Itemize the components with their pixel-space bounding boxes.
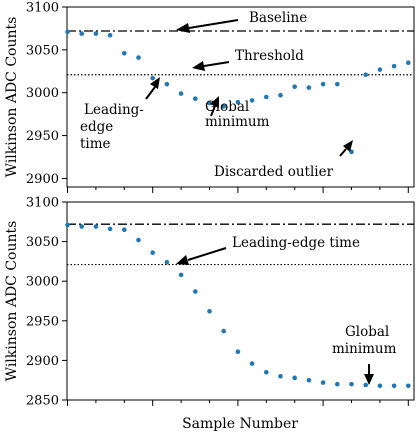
threshold-annotation: Threshold (235, 48, 304, 64)
bottom-y-axis-label: Wilkinson ADC Counts (4, 221, 20, 382)
bottom-y-tick-label: 2900 (26, 354, 59, 369)
bottom-data-point (377, 383, 383, 389)
bottom-data-point (221, 328, 226, 334)
bottom-global-minimum-annotation-line1: Global (345, 324, 389, 340)
top-data-point (406, 60, 411, 66)
baseline-arrow-head (176, 23, 190, 33)
bottom-y-tick-label: 2950 (26, 314, 59, 329)
bottom-data-point (335, 381, 340, 387)
bottom-data-point (207, 308, 212, 314)
bottom-data-point (136, 237, 141, 243)
bottom-data-point (150, 250, 155, 255)
bottom-data-point (406, 383, 411, 389)
x-axis-label: Sample Number (182, 416, 298, 432)
top-data-point (349, 149, 354, 155)
outlier-arrow-head (343, 140, 353, 152)
baseline-arrow-shaft (188, 19, 239, 29)
top-data-point (377, 67, 383, 72)
top-data-point (292, 84, 298, 90)
bottom-data-point (235, 349, 241, 354)
bottom-data-point (79, 224, 84, 229)
top-y-tick-label: 2900 (26, 172, 59, 187)
threshold-arrow-head (192, 61, 205, 71)
bottom-global-minimum-annotation-line2: minimum (332, 341, 397, 357)
bottom-data-point (278, 373, 283, 379)
bottom-data-point (178, 272, 184, 278)
top-data-point (65, 29, 70, 35)
leading-edge-annotation-line3: time (80, 136, 111, 152)
top-data-point (278, 92, 283, 98)
baseline-annotation: Baseline (249, 10, 307, 26)
top-data-point (264, 94, 269, 100)
bottom-data-point (363, 382, 369, 388)
bottom-global-minimum-arrow-head (364, 374, 374, 385)
top-data-point (320, 81, 326, 87)
top-data-point (93, 31, 99, 36)
top-panel: 2900 2950 3000 3050 3100 Wilkinson ADC Count… (4, 1, 415, 193)
bottom-data-point (249, 361, 255, 366)
outlier-annotation: Discarded outlier (214, 164, 334, 180)
bottom-y-tick-label: 3050 (26, 235, 59, 250)
bottom-plot-frame (66, 201, 415, 401)
leading-edge-annotation-line2: edge (80, 119, 113, 135)
top-data-point (79, 31, 84, 36)
top-y-tick-label: 3000 (26, 86, 59, 101)
top-y-axis-label: Wilkinson ADC Counts (4, 17, 20, 178)
top-data-point (178, 91, 184, 96)
leading-edge-arrow-head (150, 77, 160, 89)
top-data-point (107, 32, 113, 38)
outlier-arrow-shaft (339, 148, 347, 157)
top-y-tick-label: 3050 (26, 43, 59, 58)
top-data-point (249, 98, 255, 103)
bottom-data-point (264, 369, 269, 375)
bottom-data-point (65, 222, 70, 228)
bottom-y-tick-label: 2850 (26, 394, 59, 409)
global-minimum-arrow-shaft (210, 105, 216, 117)
bottom-data-point (320, 380, 326, 385)
global-minimum-annotation-line2: minimum (205, 114, 270, 130)
bottom-leading-edge-arrow-head (176, 255, 189, 265)
top-data-point (150, 75, 155, 81)
top-data-point (122, 50, 127, 56)
top-y-tick-label: 3100 (26, 1, 59, 16)
top-data-point (391, 63, 397, 69)
bottom-leading-edge-arrow-shaft (187, 247, 227, 261)
bottom-data-point (93, 224, 99, 229)
bottom-data-point (349, 381, 354, 387)
bottom-leading-edge-annotation: Leading-edge time (232, 235, 360, 251)
top-data-point (164, 81, 170, 87)
top-data-point (193, 96, 198, 102)
top-data-point (363, 72, 369, 78)
bottom-data-point (164, 259, 170, 265)
bottom-y-tick-label: 3000 (26, 275, 59, 290)
bottom-data-point (122, 227, 127, 233)
bottom-data-point (306, 377, 312, 383)
global-minimum-arrow-head (210, 96, 219, 108)
bottom-data-point (292, 375, 298, 381)
bottom-panel: 2850 2900 2950 3000 3050 3100 Wilkinson ADC C… (4, 196, 415, 432)
top-data-point (221, 104, 226, 109)
top-data-point (235, 99, 241, 105)
top-y-tick-label: 2950 (26, 129, 59, 144)
bottom-data-point (193, 289, 198, 294)
top-data-point (306, 85, 312, 90)
leading-edge-arrow-shaft (145, 86, 156, 100)
top-data-point (335, 81, 340, 87)
top-data-point (136, 55, 141, 60)
bottom-y-tick-label: 3100 (26, 196, 59, 211)
threshold-arrow-shaft (203, 61, 230, 67)
top-plot-frame (66, 6, 415, 188)
leading-edge-annotation-line1: Leading- (84, 102, 144, 118)
bottom-data-point (391, 383, 397, 389)
bottom-data-point (107, 226, 113, 232)
